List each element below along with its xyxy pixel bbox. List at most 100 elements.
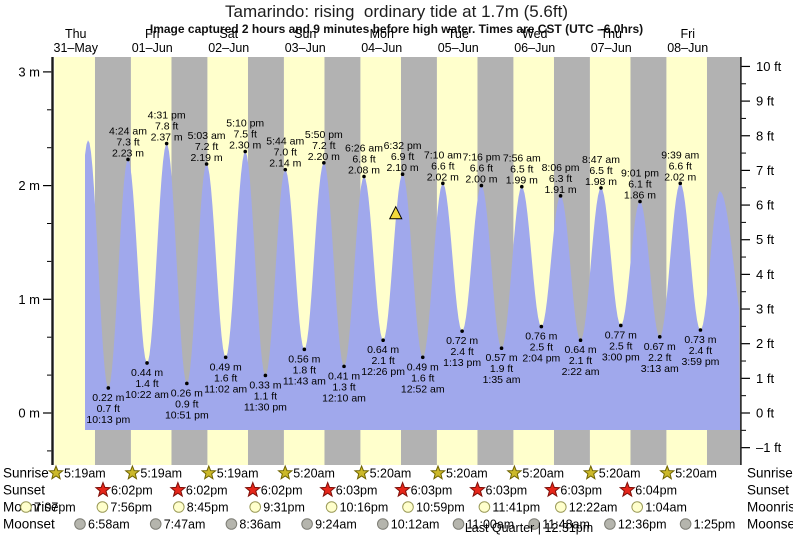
sunrise-icon xyxy=(124,464,141,480)
moonset-icon xyxy=(679,518,692,530)
low-tide-label: 0.76 m xyxy=(525,331,557,343)
day-date-label: 01–Jun xyxy=(132,41,173,55)
moonrise-icon xyxy=(555,501,567,513)
high-tide-label: 5:03 am xyxy=(188,130,226,142)
page-title: Tamarindo: rising ordinary tide at 1.7m … xyxy=(225,2,568,21)
high-tide-label: 5:44 am xyxy=(266,136,304,148)
high-tide-label: 6.9 ft xyxy=(391,151,414,163)
moonrise-time-label: 10:16pm xyxy=(340,501,389,515)
high-tide-label: 2.20 m xyxy=(308,151,340,163)
sunset-icon xyxy=(469,481,486,498)
right-axis-tick-label: 3 ft xyxy=(756,302,774,317)
high-tide-dot xyxy=(558,194,563,198)
sunset-icon xyxy=(244,481,262,498)
sunrise-time-label: 5:19am xyxy=(217,467,259,481)
high-tide-label: 7.0 ft xyxy=(274,147,297,159)
high-tide-label: 5:10 pm xyxy=(226,117,264,129)
right-axis-tick-label: 4 ft xyxy=(756,267,774,282)
low-tide-label: 12:52 am xyxy=(401,383,445,395)
moonrise-icon xyxy=(325,501,338,513)
high-tide-label: 2.02 m xyxy=(664,171,696,183)
day-weekday-label: Tue xyxy=(448,27,469,41)
low-tide-label: 1.6 ft xyxy=(411,372,434,384)
high-tide-label: 2.37 m xyxy=(151,132,183,144)
moonset-time-label: 1:25pm xyxy=(694,518,736,532)
sunset-time-label: 6:03pm xyxy=(486,484,528,498)
high-tide-label: 7.2 ft xyxy=(312,140,335,152)
high-tide-label: 7:10 am xyxy=(424,149,462,161)
moon-phase-label: Last Quarter | 12:31pm xyxy=(465,521,593,535)
moonset-time-label: 8:36am xyxy=(239,518,281,532)
moonset-icon xyxy=(452,518,465,530)
day-date-label: 06–Jun xyxy=(514,41,555,55)
sunrise-icon xyxy=(506,464,523,480)
low-tide-dot xyxy=(342,364,346,369)
left-axis-tick-label: 3 m xyxy=(18,64,40,79)
high-tide-dot xyxy=(599,186,603,190)
low-tide-label: 1.3 ft xyxy=(332,381,355,393)
high-tide-dot xyxy=(283,167,288,172)
high-tide-dot xyxy=(519,184,524,189)
low-tide-label: 2.2 ft xyxy=(648,352,671,364)
high-tide-dot xyxy=(204,162,209,166)
astro-row-label-left: Moonset xyxy=(3,517,55,532)
high-tide-label: 1.91 m xyxy=(545,184,577,196)
low-tide-label: 11:02 am xyxy=(204,383,247,395)
now-marker-icon xyxy=(388,205,403,220)
high-tide-dot xyxy=(164,141,169,146)
moonset-icon xyxy=(74,518,86,530)
moonset-time-label: 6:58am xyxy=(88,518,130,532)
sunrise-time-label: 5:20am xyxy=(446,467,488,481)
low-tide-label: 0.41 m xyxy=(328,370,360,382)
astro-row-label-left: Sunrise xyxy=(3,466,49,481)
low-tide-label: 3:00 pm xyxy=(602,351,640,363)
low-tide-dot xyxy=(657,335,662,339)
day-weekday-label: Sat xyxy=(219,27,238,41)
sunrise-time-label: 5:20am xyxy=(370,467,412,481)
day-date-label: 05–Jun xyxy=(438,41,479,55)
moonset-icon xyxy=(301,518,313,530)
sunset-time-label: 6:04pm xyxy=(635,484,677,498)
sunset-time-label: 6:02pm xyxy=(186,484,228,498)
low-tide-label: 2.4 ft xyxy=(450,346,473,358)
low-tide-label: 11:30 pm xyxy=(244,401,287,413)
moonrise-icon xyxy=(478,501,491,513)
moonrise-icon xyxy=(20,501,32,513)
day-weekday-label: Fri xyxy=(145,27,160,41)
low-tide-label: 11:43 am xyxy=(283,375,326,387)
low-tide-label: 1:13 pm xyxy=(443,357,481,369)
low-tide-label: 2.1 ft xyxy=(569,355,592,367)
low-tide-label: 0.9 ft xyxy=(175,398,198,410)
astro-row-label-left: Sunset xyxy=(3,483,45,498)
high-tide-label: 2.14 m xyxy=(269,158,301,170)
low-tide-label: 12:26 pm xyxy=(361,366,405,378)
high-tide-label: 8:06 pm xyxy=(542,162,580,174)
sunset-icon xyxy=(94,481,112,498)
high-tide-label: 6.5 ft xyxy=(589,165,612,177)
sunrise-icon xyxy=(47,464,65,480)
moonrise-icon xyxy=(402,501,414,513)
high-tide-dot xyxy=(322,161,326,165)
page-subtitle: Image captured 2 hours and 9 minutes bef… xyxy=(149,22,644,36)
low-tide-label: 2:22 am xyxy=(562,366,600,378)
high-tide-label: 2.00 m xyxy=(465,174,497,186)
moonset-time-label: 7:47am xyxy=(164,518,206,532)
high-tide-dot xyxy=(243,149,248,154)
low-tide-dot xyxy=(619,323,623,328)
high-tide-label: 2.19 m xyxy=(191,152,223,164)
low-tide-dot xyxy=(381,338,385,343)
low-tide-label: 1.1 ft xyxy=(254,390,277,402)
low-tide-dot xyxy=(539,324,544,329)
day-date-label: 08–Jun xyxy=(667,41,708,55)
low-tide-label: 0.44 m xyxy=(131,367,163,379)
low-tide-label: 2.4 ft xyxy=(689,345,712,357)
high-tide-label: 9:39 am xyxy=(661,149,699,161)
high-tide-dot xyxy=(678,181,683,186)
high-tide-label: 2.08 m xyxy=(348,165,380,177)
moonset-time-label: 11:48am xyxy=(542,518,590,532)
low-tide-label: 12:10 am xyxy=(322,392,366,404)
moonrise-time-label: 7:07pm xyxy=(34,501,76,515)
high-tide-dot xyxy=(441,181,445,186)
low-tide-label: 10:22 am xyxy=(125,389,169,401)
